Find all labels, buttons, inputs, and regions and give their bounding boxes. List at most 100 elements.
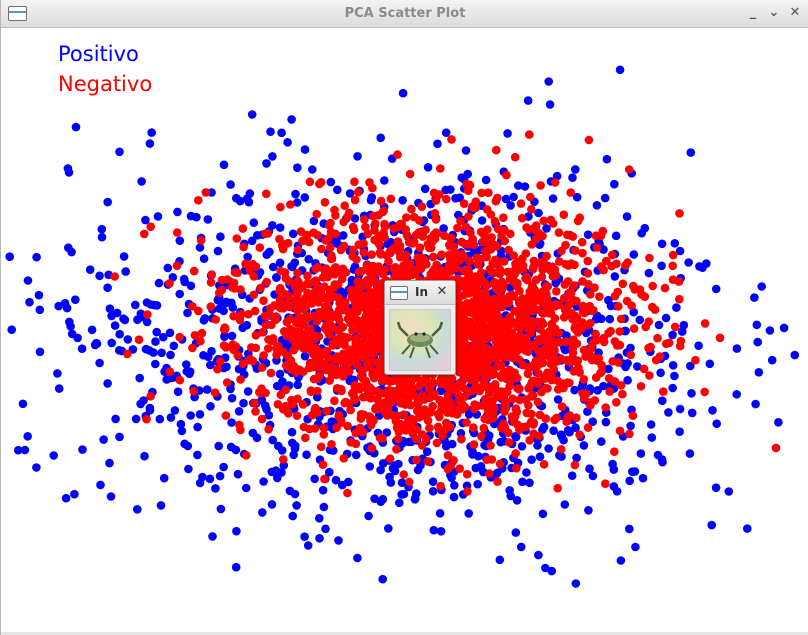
scatter-point xyxy=(422,447,432,457)
scatter-point xyxy=(408,270,417,280)
scatter-point xyxy=(393,246,402,255)
scatter-point xyxy=(284,300,293,310)
scatter-point xyxy=(206,402,215,411)
scatter-point xyxy=(371,267,381,277)
scatter-point xyxy=(176,419,186,429)
scatter-point xyxy=(123,335,133,344)
scatter-point xyxy=(348,389,357,398)
scatter-point xyxy=(522,223,531,232)
scatter-point xyxy=(274,441,283,451)
scatter-point xyxy=(765,326,775,335)
popup-titlebar[interactable]: In ✕ xyxy=(385,281,455,305)
scatter-point xyxy=(238,224,248,233)
scatter-point xyxy=(343,314,353,324)
scatter-point xyxy=(192,212,201,222)
popup-window-icon[interactable] xyxy=(390,286,408,300)
scatter-point xyxy=(263,229,273,238)
minimize-icon[interactable]: _ xyxy=(749,5,757,20)
scatter-point xyxy=(316,442,326,452)
scatter-point xyxy=(677,327,687,336)
scatter-point xyxy=(262,405,271,414)
scatter-point xyxy=(779,323,789,333)
scatter-point xyxy=(363,360,372,370)
restore-icon[interactable]: ⌄ xyxy=(768,5,780,20)
scatter-point xyxy=(586,290,595,299)
scatter-point xyxy=(399,489,409,499)
scatter-point xyxy=(615,426,625,436)
scatter-point xyxy=(154,278,164,288)
scatter-point xyxy=(477,216,487,225)
scatter-point xyxy=(490,278,500,287)
scatter-point xyxy=(199,316,209,325)
scatter-point xyxy=(433,139,442,149)
scatter-point xyxy=(35,347,45,357)
scatter-point xyxy=(413,406,422,416)
scatter-point xyxy=(368,183,377,193)
scatter-point xyxy=(509,251,518,260)
scatter-point xyxy=(156,501,166,510)
scatter-point xyxy=(433,409,443,419)
scatter-point xyxy=(202,385,212,394)
scatter-point xyxy=(583,269,593,278)
scatter-point xyxy=(95,271,104,281)
scatter-point xyxy=(610,291,620,301)
scatter-point xyxy=(559,210,569,219)
scatter-point xyxy=(552,413,561,423)
scatter-point xyxy=(415,229,425,238)
scatter-point xyxy=(525,130,534,139)
scatter-point xyxy=(343,421,352,431)
scatter-point xyxy=(625,476,634,486)
scatter-point xyxy=(232,193,241,203)
scatter-point xyxy=(504,438,514,447)
scatter-point xyxy=(686,148,696,157)
scatter-point xyxy=(621,261,630,270)
scatter-point xyxy=(290,258,300,267)
scatter-point xyxy=(439,266,449,276)
scatter-point xyxy=(267,467,277,477)
scatter-point xyxy=(562,417,571,427)
scatter-point xyxy=(531,275,541,285)
scatter-point xyxy=(449,492,459,502)
scatter-point xyxy=(364,511,373,521)
scatter-point xyxy=(612,259,621,269)
scatter-point xyxy=(276,202,285,212)
scatter-point xyxy=(527,455,536,465)
popup-close-icon[interactable]: ✕ xyxy=(436,284,448,299)
scatter-point xyxy=(250,306,260,316)
image-preview-popup[interactable]: In ✕ xyxy=(384,280,456,375)
close-icon[interactable]: ✕ xyxy=(789,5,801,20)
scatter-point xyxy=(348,252,358,261)
scatter-point xyxy=(624,165,634,174)
scatter-point xyxy=(233,469,243,479)
window-icon[interactable] xyxy=(8,6,27,21)
window-titlebar[interactable]: PCA Scatter Plot _ ⌄ ✕ xyxy=(1,0,808,28)
scatter-point xyxy=(505,365,515,375)
scatter-point xyxy=(557,246,566,256)
scatter-point xyxy=(306,324,315,334)
scatter-point xyxy=(551,278,560,288)
scatter-point xyxy=(70,489,79,499)
scatter-point xyxy=(285,324,295,334)
scatter-point xyxy=(472,253,482,262)
scatter-point xyxy=(322,406,332,416)
scatter-point xyxy=(356,372,366,381)
scatter-point xyxy=(370,494,379,504)
scatter-point xyxy=(227,331,237,341)
scatter-point xyxy=(262,189,271,199)
scatter-point xyxy=(341,397,350,407)
scatter-point xyxy=(467,354,476,364)
scatter-point xyxy=(358,427,368,437)
scatter-point xyxy=(429,525,439,535)
scatter-point xyxy=(483,330,493,340)
scatter-point xyxy=(751,399,760,409)
scatter-point xyxy=(18,399,28,409)
scatter-point xyxy=(538,231,547,241)
scatter-point xyxy=(110,272,119,281)
scatter-point xyxy=(253,231,262,240)
scatter-point xyxy=(406,400,415,410)
scatter-point xyxy=(533,441,542,450)
scatter-point xyxy=(78,445,87,454)
scatter-point xyxy=(319,347,329,357)
scatter-point xyxy=(442,194,451,204)
scatter-point xyxy=(495,555,505,565)
